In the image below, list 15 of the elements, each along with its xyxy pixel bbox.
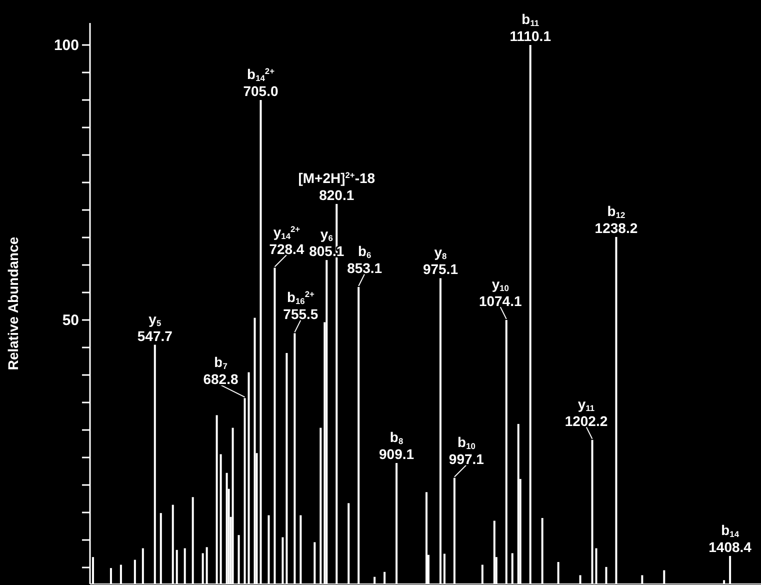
data-label: b$_{7}$ 682.8 [203,354,238,388]
data-label: y$_{10}$ 1074.1 [478,276,522,309]
data-label: b$_{12}$ 1238.2 [594,202,638,236]
y-tick-label: 50 [62,312,79,329]
data-label: b$_{10}$ 997.1 [448,434,484,467]
data-label: b$_{14}$ 1408.4 [708,522,752,555]
data-label: y$_{5}$ 547.7 [137,310,173,344]
data-label: b$_{8}$ 909.1 [379,429,414,462]
data-label: [M+2H]$^{2+}$-18 820.1 [298,170,376,203]
data-label: y$_{11}$ 1202.2 [564,396,608,429]
y-tick-label: 100 [54,36,79,54]
y-axis-title: Relative Abundance [5,236,21,370]
data-label: b$_{6}$ 853.1 [347,243,382,276]
data-label: b$_{11}$ 1110.1 [510,11,552,44]
data-label: y$_{8}$ 975.1 [422,244,458,278]
